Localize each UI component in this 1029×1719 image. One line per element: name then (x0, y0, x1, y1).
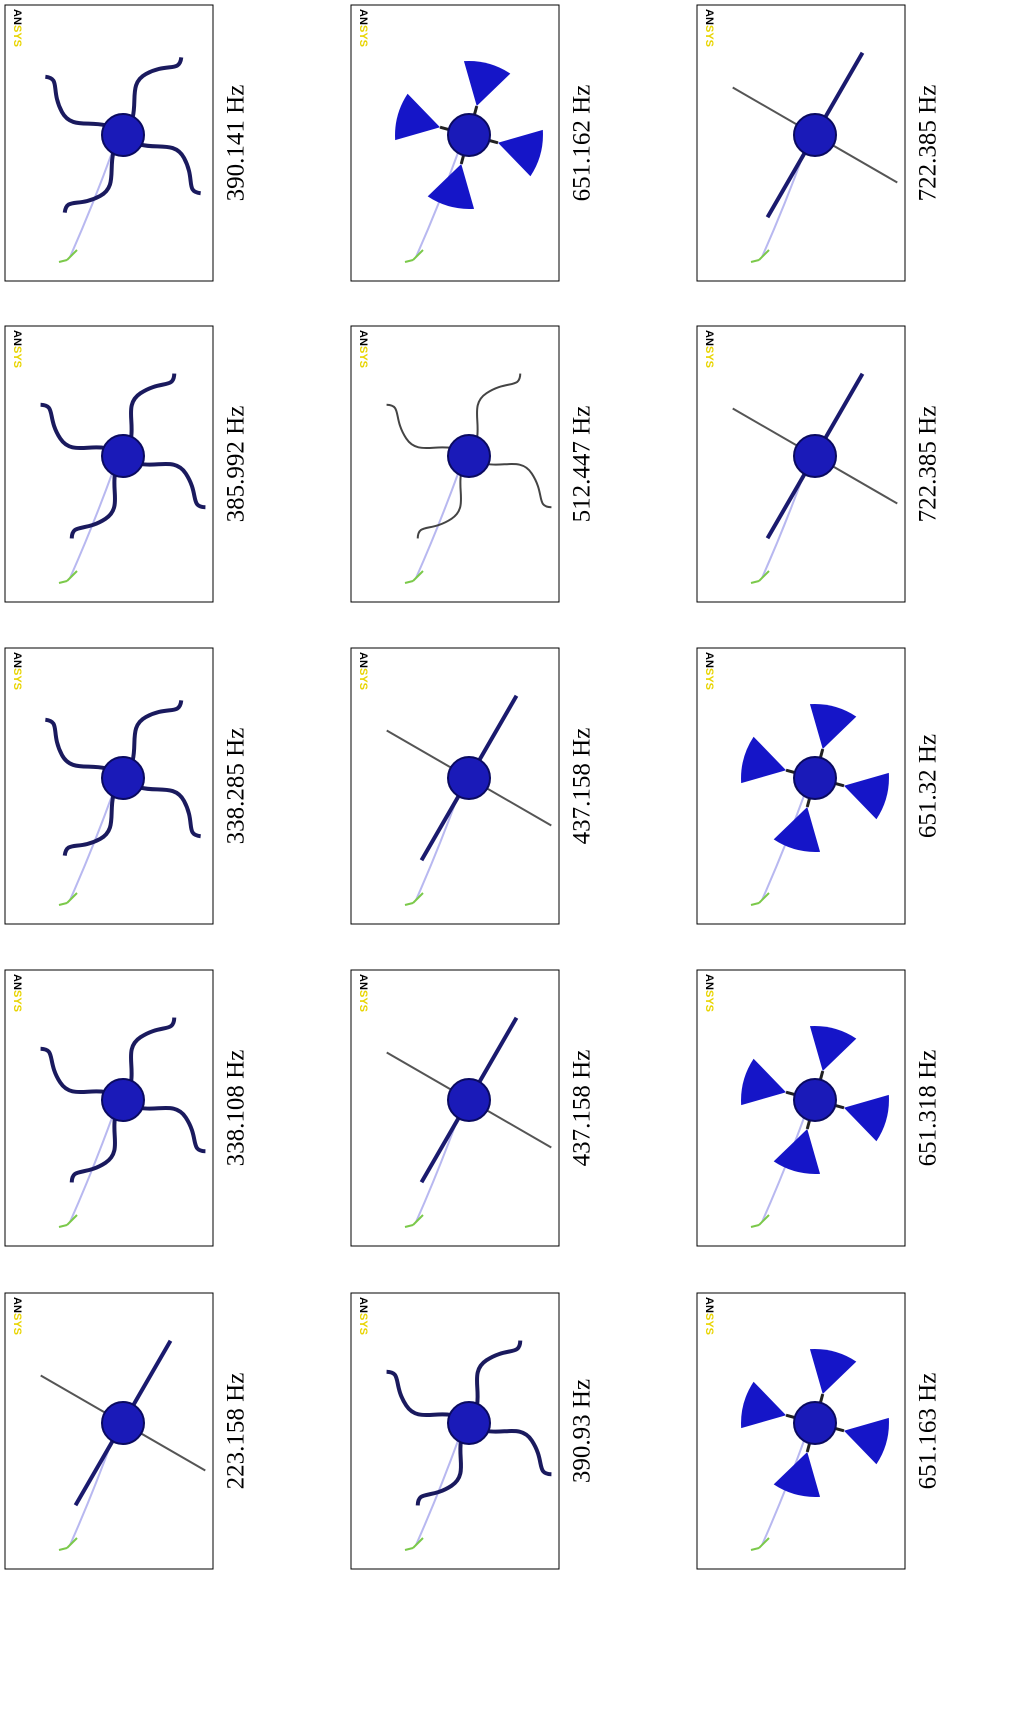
frequency-label: 722.385 Hz (915, 85, 942, 202)
logo-an: AN (11, 1297, 23, 1313)
hub (448, 757, 490, 799)
logo-an: AN (11, 9, 23, 25)
logo-an: AN (357, 1297, 369, 1313)
logo-sys: SYS (11, 668, 23, 690)
hub (794, 1079, 836, 1121)
logo-sys: SYS (357, 668, 369, 690)
hub (102, 1079, 144, 1121)
hub (448, 114, 490, 156)
hub (794, 1402, 836, 1444)
frequency-label: 223.158 Hz (223, 1373, 250, 1490)
logo-an: AN (703, 9, 715, 25)
hub (794, 757, 836, 799)
frequency-label: 338.285 Hz (223, 728, 250, 845)
logo-an: AN (703, 330, 715, 346)
frequency-label: 338.108 Hz (223, 1050, 250, 1167)
logo-sys: SYS (357, 990, 369, 1012)
hub (794, 114, 836, 156)
frequency-label: 390.141 Hz (223, 85, 250, 202)
frequency-label: 390.93 Hz (569, 1379, 596, 1483)
mode-panel: ANSYS 722.385 Hz (685, 326, 945, 602)
logo-an: AN (357, 9, 369, 25)
mode-panel: ANSYS 390.93 Hz (347, 1293, 595, 1569)
frequency-label: 651.318 Hz (915, 1050, 942, 1167)
logo-an: AN (11, 974, 23, 990)
hub (448, 435, 490, 477)
logo-an: AN (703, 974, 715, 990)
logo-sys: SYS (357, 346, 369, 368)
logo-an: AN (703, 1297, 715, 1313)
hub (102, 1402, 144, 1444)
mode-panel: ANSYS 651.162 Hz (351, 5, 596, 281)
logo-an: AN (703, 652, 715, 668)
logo: ANSYS (357, 9, 369, 47)
logo-sys: SYS (703, 990, 715, 1012)
logo-sys: SYS (357, 1313, 369, 1335)
frequency-label: 722.385 Hz (915, 406, 942, 523)
mode-panel: ANSYS 437.158 Hz (339, 970, 599, 1246)
frequency-label: 651.162 Hz (569, 85, 596, 202)
frequency-label: 385.992 Hz (223, 406, 250, 523)
logo-an: AN (11, 652, 23, 668)
logo-an: AN (357, 974, 369, 990)
logo-an: AN (357, 330, 369, 346)
logo-an: AN (11, 330, 23, 346)
hub (448, 1079, 490, 1121)
mode-panel: ANSYS 390.141 Hz (0, 5, 250, 281)
logo-sys: SYS (11, 1313, 23, 1335)
frequency-label: 437.158 Hz (569, 728, 596, 845)
hub (102, 435, 144, 477)
logo-sys: SYS (11, 25, 23, 47)
logo-sys: SYS (703, 346, 715, 368)
logo-sys: SYS (703, 25, 715, 47)
frequency-label: 437.158 Hz (569, 1050, 596, 1167)
frequency-label: 651.32 Hz (915, 734, 942, 838)
hub (102, 114, 144, 156)
hub (448, 1402, 490, 1444)
figure: ANSYS223.158 HzANSYS338.108 HzANSYS338.2… (0, 0, 1029, 1719)
logo-sys: SYS (11, 346, 23, 368)
logo-sys: SYS (703, 668, 715, 690)
logo: ANSYS (357, 1297, 369, 1335)
logo-an: AN (357, 652, 369, 668)
frequency-label: 651.163 Hz (915, 1373, 942, 1490)
logo-sys: SYS (703, 1313, 715, 1335)
frequency-label: 512.447 Hz (569, 406, 596, 523)
hub (794, 435, 836, 477)
logo-sys: SYS (357, 25, 369, 47)
logo-sys: SYS (11, 990, 23, 1012)
hub (102, 757, 144, 799)
